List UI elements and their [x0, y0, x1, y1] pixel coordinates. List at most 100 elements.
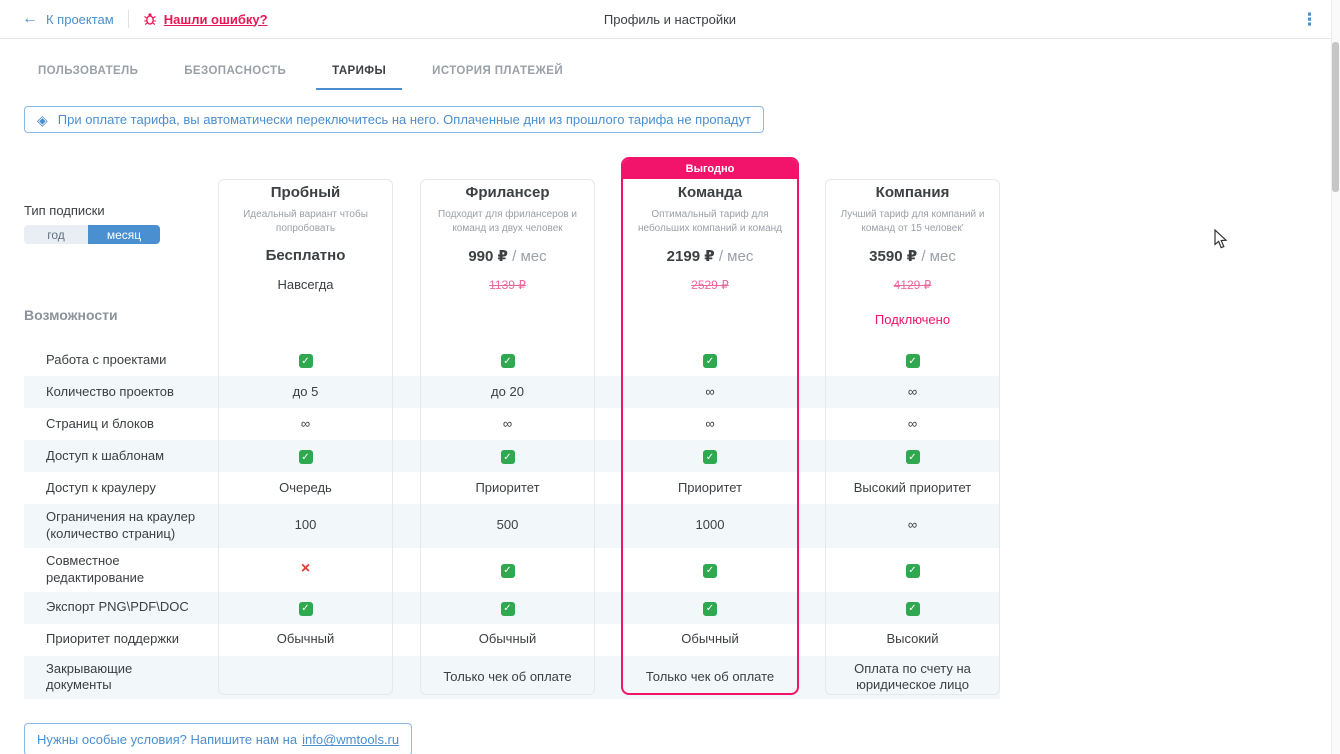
- check-icon: ✓: [703, 354, 717, 369]
- feature-label: Закрывающие документы: [46, 660, 133, 693]
- feature-value: ✓: [218, 352, 393, 369]
- plan-description: Подходит для фрилансеров и команд из дву…: [438, 209, 577, 234]
- check-icon: ✓: [905, 354, 920, 369]
- feature-value: Приоритет: [475, 479, 540, 495]
- feature-value: ✓: [218, 448, 393, 465]
- feature-row-support-priority: Приоритет поддержки Обычный Обычный Обыч…: [24, 624, 1000, 656]
- bug-link-label: Нашли ошибку?: [163, 11, 268, 27]
- check-icon: ✓: [500, 563, 515, 578]
- feature-value: 500: [496, 517, 519, 533]
- feature-row-crawler-limits: Ограничения на краулер (количество стран…: [24, 504, 1000, 548]
- plan-price: 3590 ₽ / мес: [869, 248, 956, 265]
- feature-value: ✓: [825, 561, 1000, 578]
- check-icon: ✓: [298, 354, 313, 369]
- check-icon: ✓: [703, 563, 717, 578]
- feature-value: ✓: [420, 352, 595, 369]
- kebab-menu-icon[interactable]: ⋮: [1301, 9, 1318, 29]
- tab-tariffs[interactable]: ТАРИФЫ: [316, 57, 403, 90]
- report-bug-link[interactable]: Нашли ошибку?: [143, 12, 268, 27]
- plan-description: Оптимальный тариф для небольших компаний…: [637, 209, 783, 234]
- contact-email-link[interactable]: info@wmtools.ru: [302, 732, 400, 748]
- tab-payment-history[interactable]: ИСТОРИЯ ПЛАТЕЖЕЙ: [432, 65, 564, 77]
- feature-label: Совместное редактирование: [46, 552, 145, 585]
- feature-label: Приоритет поддержки: [46, 631, 179, 647]
- feature-value: ∞: [907, 383, 918, 399]
- settings-tabs: ПОЛЬЗОВАТЕЛЬ БЕЗОПАСНОСТЬ ТАРИФЫ ИСТОРИЯ…: [0, 57, 1340, 90]
- plan-name: Фрилансер: [465, 184, 550, 201]
- back-to-projects-link[interactable]: ← К проектам: [22, 11, 114, 27]
- tab-security[interactable]: БЕЗОПАСНОСТЬ: [184, 65, 287, 77]
- feature-label: Доступ к шаблонам: [46, 447, 165, 463]
- tab-user[interactable]: ПОЛЬЗОВАТЕЛЬ: [38, 65, 139, 77]
- topbar: ← К проектам Нашли ошибку? Профиль и нас…: [0, 0, 1340, 39]
- toggle-year-button[interactable]: год: [24, 225, 88, 244]
- check-icon: ✓: [298, 601, 313, 616]
- feature-value: ✓: [622, 352, 798, 369]
- feature-row-closing-documents: Закрывающие документы Только чек об опла…: [24, 655, 1000, 700]
- feature-label: Ограничения на краулер (количество стран…: [46, 509, 196, 541]
- feature-value: Только чек об оплате: [645, 669, 775, 684]
- feature-value: ✓: [622, 599, 798, 616]
- plan-price: Бесплатно: [265, 247, 346, 264]
- feature-label: Страниц и блоков: [46, 415, 154, 431]
- tariff-info-banner: ◈ При оплате тарифа, вы автоматически пе…: [24, 106, 764, 133]
- plan-name: Компания: [875, 184, 950, 201]
- check-icon: ✓: [298, 450, 313, 465]
- feature-value: ✓: [218, 599, 393, 616]
- check-icon: ✓: [500, 601, 515, 616]
- feature-value: Высокий: [886, 631, 939, 647]
- feature-value: Обычный: [478, 631, 537, 647]
- plans-header-row: Тип подписки год месяц Возможности Пробн…: [24, 157, 1000, 344]
- mouse-cursor: [1214, 228, 1228, 254]
- check-icon: ✓: [905, 563, 920, 578]
- feature-value: ∞: [907, 415, 918, 431]
- feature-value: Приоритет: [677, 479, 743, 495]
- plan-header-trial: Пробный Идеальный вариант чтобы попробов…: [218, 157, 393, 344]
- feature-row-templates: Доступ к шаблонам ✓ ✓ ✓ ✓: [24, 440, 1000, 472]
- feature-value: ✓: [622, 561, 798, 578]
- feature-label: Экспорт PNG\PDF\DOC: [46, 599, 189, 615]
- scrollbar-thumb[interactable]: [1332, 42, 1339, 192]
- feature-row-pages-blocks: Страниц и блоков ∞ ∞ ∞ ∞: [24, 408, 1000, 440]
- check-icon: ✓: [703, 601, 717, 616]
- subscription-type-label: Тип подписки: [24, 203, 105, 218]
- toggle-month-button[interactable]: месяц: [88, 225, 160, 244]
- feature-value: 1000: [695, 517, 725, 533]
- plan-description: Лучший тариф для компаний и команд от 15…: [840, 209, 985, 234]
- plan-name: Пробный: [270, 184, 341, 201]
- feature-value: ∞: [705, 415, 715, 431]
- feature-value: 100: [294, 517, 317, 533]
- bug-icon: [143, 12, 157, 26]
- feature-value: ∞: [907, 517, 918, 533]
- features-heading: Возможности: [24, 307, 118, 323]
- feature-row-crawler-access: Доступ к краулеру Очередь Приоритет Прио…: [24, 472, 1000, 504]
- contact-text: Нужны особые условия? Напишите нам на: [37, 732, 298, 748]
- check-icon: ✓: [500, 450, 515, 465]
- back-arrow-icon: ←: [22, 10, 38, 27]
- plan-price: 990 ₽ / мес: [468, 248, 547, 265]
- feature-label: Работа с проектами: [46, 351, 167, 367]
- feature-value: ✓: [825, 448, 1000, 465]
- feature-value: ✓: [825, 352, 1000, 369]
- feature-value: ∞: [300, 415, 311, 431]
- feature-value: ∞: [705, 383, 715, 399]
- feature-label: Количество проектов: [46, 383, 174, 399]
- feature-value: ✓: [622, 448, 798, 465]
- feature-value: Очередь: [279, 479, 332, 495]
- check-icon: ✓: [500, 354, 515, 369]
- check-icon: ✓: [905, 450, 920, 465]
- plan-old-price: 1139 ₽: [489, 278, 526, 292]
- feature-value: ✓: [420, 561, 595, 578]
- feature-row-collaboration: Совместное редактирование × ✓ ✓ ✓: [24, 548, 1000, 592]
- feature-label: Доступ к краулеру: [46, 479, 156, 495]
- feature-value: ✓: [825, 599, 1000, 616]
- feature-value: до 20: [491, 383, 524, 399]
- page-title: Профиль и настройки: [603, 11, 737, 27]
- plan-description: Идеальный вариант чтобы попробовать: [243, 209, 368, 234]
- feature-value: Высокий приоритет: [853, 479, 972, 495]
- billing-period-toggle: год месяц: [24, 225, 160, 244]
- feature-value: ✓: [420, 599, 595, 616]
- diamond-icon: ◈: [37, 111, 48, 128]
- plan-old-price: 4129 ₽: [893, 278, 932, 292]
- check-icon: ✓: [905, 601, 920, 616]
